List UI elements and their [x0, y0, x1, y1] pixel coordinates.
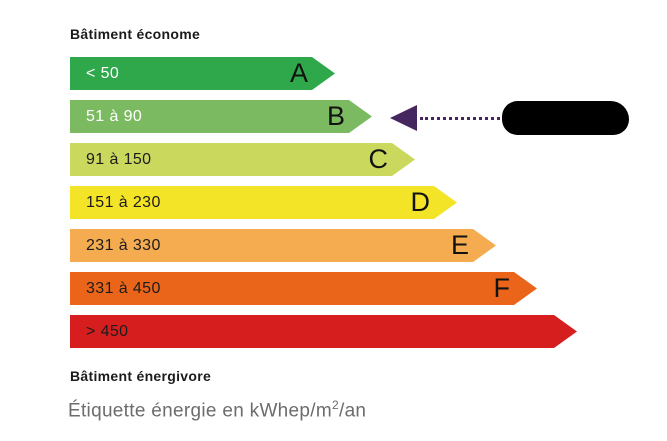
- energy-bar-c: 91 à 150 C: [70, 143, 415, 176]
- class-letter: C: [368, 143, 388, 174]
- range-label: > 450: [86, 322, 129, 340]
- caption-superscript: 2: [332, 398, 339, 412]
- range-label: 91 à 150: [86, 150, 152, 168]
- range-label: < 50: [86, 64, 120, 82]
- caption: Étiquette énergie en kWhep/m2/an: [68, 398, 366, 422]
- redacted-value-blob: [502, 101, 629, 135]
- caption-text-end: /an: [338, 400, 367, 422]
- top-label: Bâtiment économe: [70, 26, 201, 42]
- caption-text: Étiquette énergie en kWhep/m: [68, 400, 332, 422]
- energy-bar-g: > 450: [70, 315, 577, 348]
- range-label: 231 à 330: [86, 236, 161, 254]
- range-label: 331 à 450: [86, 279, 161, 297]
- energy-bar-b: 51 à 90 B: [70, 100, 372, 133]
- range-label: 151 à 230: [86, 193, 161, 211]
- arrow-left-icon: [390, 105, 417, 131]
- energy-bar-f: 331 à 450 F: [70, 272, 537, 305]
- range-label: 51 à 90: [86, 107, 143, 125]
- energy-bar-e: 231 à 330 E: [70, 229, 496, 262]
- class-letter: A: [289, 57, 308, 88]
- bottom-label: Bâtiment énergivore: [70, 368, 212, 384]
- class-letter: B: [326, 100, 345, 131]
- energy-bar-d: 151 à 230 D: [70, 186, 457, 219]
- class-letter: D: [410, 186, 430, 217]
- energy-bar-a: < 50 A: [70, 57, 335, 90]
- energy-scale: < 50 A 51 à 90 B 91 à 150 C 151 à 230 D …: [70, 57, 577, 358]
- selected-class-pointer: [390, 100, 629, 136]
- class-letter: E: [450, 229, 469, 260]
- dotted-leader-line: [420, 116, 500, 120]
- class-letter: F: [493, 272, 510, 303]
